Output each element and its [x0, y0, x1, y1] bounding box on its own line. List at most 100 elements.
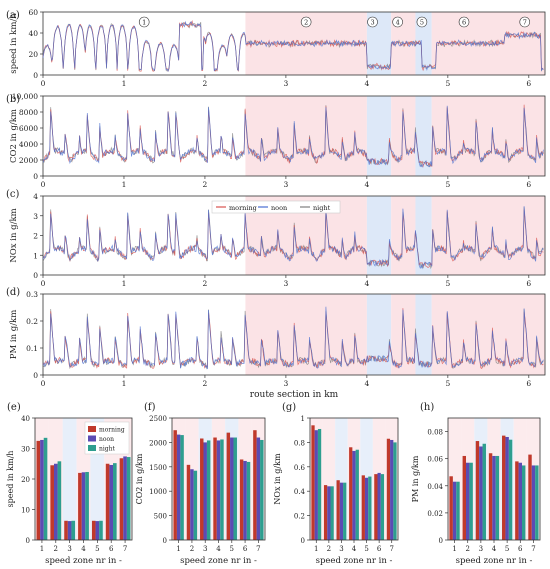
- panel-tag: (g): [282, 402, 296, 413]
- bar-morning-zone-7: [119, 458, 124, 540]
- zone-number-circle: [367, 16, 378, 28]
- panel-tag: (h): [420, 402, 434, 413]
- x-axis-label: speed zone nr in -: [180, 556, 257, 566]
- bar-night-zone-3: [71, 520, 76, 540]
- bar-morning-zone-3: [64, 520, 68, 540]
- y-tick-label: 0.1: [26, 344, 38, 353]
- bar-morning-zone-5: [91, 520, 96, 540]
- panel-tag: (c): [6, 189, 20, 200]
- zone-shade-4: [415, 12, 432, 75]
- bar-panel-2: (f) 0 500 1000 1500 2000 2500 1 2 3 4 5 6 7 speed zone…: [135, 402, 266, 566]
- bar-noon-zone-4: [492, 455, 496, 540]
- line-panel-1: (a) 0 20 40 60 0 1 2 3 4 5 6 speed in km/h 1 2 3 4 5 6 7: [6, 8, 546, 88]
- axes-frame: [42, 95, 546, 177]
- series-line-noon: [42, 20, 544, 73]
- bar-morning-zone-4: [488, 453, 493, 540]
- y-tick-label: 0.08: [427, 429, 443, 437]
- y-axis-label: NOx in g/km: [9, 208, 19, 262]
- x-tick-label: 5: [364, 545, 368, 553]
- x-tick-label: 2: [203, 379, 208, 388]
- x-tick-label: 5: [445, 79, 450, 88]
- zone-number-circle: [392, 16, 403, 28]
- bar-night-zone-2: [193, 470, 198, 540]
- x-tick-label: 1: [122, 79, 127, 88]
- y-tick-label: 0.04: [427, 483, 443, 491]
- y-tick-label: 10,000: [12, 92, 38, 101]
- bar-morning-zone-1: [173, 430, 177, 540]
- y-tick-label: 0: [301, 537, 305, 545]
- bar-noon-zone-6: [377, 472, 381, 540]
- x-tick-label: 5: [445, 279, 450, 288]
- bar-panel-3: (g) 0 0.2 0.4 0.6 0.8 1 1 2 3 4 5 6 7 speed zone nr in…: [273, 402, 399, 566]
- bar-morning-zone-6: [239, 459, 244, 540]
- bar-morning-zone-1: [311, 425, 315, 540]
- y-axis-label: speed in km/h: [9, 13, 19, 74]
- bar-night-zone-7: [126, 457, 131, 540]
- x-tick-label: 1: [122, 279, 127, 288]
- bar-night-zone-2: [330, 486, 334, 540]
- bar-morning-zone-3: [336, 480, 340, 540]
- zone-shade-1: [245, 96, 367, 176]
- zone-number-label: 7: [523, 19, 527, 27]
- x-tick-label: 6: [377, 545, 382, 553]
- y-tick-label: 500: [154, 513, 167, 521]
- bar-morning-zone-7: [253, 430, 257, 540]
- bar-noon-zone-7: [390, 439, 394, 540]
- axes-frame: [42, 11, 546, 76]
- x-tick-label: 5: [230, 545, 234, 553]
- zone-shade-6: [504, 196, 545, 275]
- bar-night-zone-1: [43, 437, 48, 540]
- x-tick-label: 4: [216, 545, 221, 553]
- legend-label: morning: [99, 427, 125, 434]
- zone-shade-6: [504, 96, 545, 176]
- y-tick-label: 1500: [149, 464, 167, 472]
- y-tick-label: 0: [33, 172, 38, 181]
- bar-noon-zone-5: [505, 436, 509, 540]
- bar-morning-zone-3: [200, 438, 204, 540]
- x-tick-label: 2: [465, 545, 469, 553]
- x-tick-label: 6: [526, 279, 531, 288]
- y-tick-label: 2000: [149, 439, 167, 447]
- bar-noon-zone-3: [339, 482, 344, 540]
- bar-noon-zone-5: [230, 437, 234, 540]
- bar-night-zone-6: [113, 463, 117, 540]
- bar-noon-zone-2: [466, 462, 470, 540]
- zone-number-label: 1: [142, 19, 146, 27]
- bar-night-zone-2: [57, 461, 62, 540]
- y-tick-label: 0.6: [294, 464, 306, 472]
- y-tick-label: 60: [28, 8, 38, 17]
- zone-shade-5: [431, 196, 505, 275]
- y-tick-label: 2000: [19, 156, 38, 165]
- x-tick-label: 2: [203, 79, 208, 88]
- x-tick-label: 5: [95, 545, 99, 553]
- y-tick-label: 2: [33, 232, 38, 241]
- x-tick-label: 3: [284, 379, 289, 388]
- legend-box: [211, 200, 341, 214]
- bar-noon-zone-4: [81, 472, 86, 540]
- bar-noon-zone-3: [67, 521, 72, 540]
- panel-tag: (b): [6, 94, 20, 105]
- series-line-noon: [42, 206, 544, 270]
- bar-night-zone-7: [535, 465, 539, 540]
- x-tick-label: 1: [452, 545, 456, 553]
- bar-noon-zone-7: [123, 456, 127, 540]
- y-tick-label: 40: [21, 415, 30, 423]
- bar-noon-zone-6: [243, 460, 247, 540]
- x-tick-label: 6: [109, 545, 114, 553]
- bar-noon-zone-2: [327, 486, 331, 540]
- zone-number-circle: [416, 16, 428, 28]
- zone-number-circle: [519, 16, 531, 28]
- bar-morning-zone-4: [349, 447, 353, 540]
- x-axis-label: route section in km: [250, 390, 339, 400]
- line-panel-3: (c) 0 1 2 3 4 0 1 2 3 4 5 6 NOx in g/km morning noon nig…: [6, 189, 546, 288]
- y-tick-label: 0.2: [294, 513, 305, 521]
- bar-morning-zone-2: [462, 455, 467, 540]
- x-tick-label: 5: [505, 545, 509, 553]
- bar-night-zone-5: [368, 476, 372, 540]
- y-tick-label: 8000: [19, 108, 38, 117]
- y-tick-label: 4000: [19, 140, 38, 149]
- bar-morning-zone-2: [50, 465, 54, 540]
- y-tick-label: 20: [21, 476, 30, 484]
- y-tick-label: 0.2: [26, 317, 38, 326]
